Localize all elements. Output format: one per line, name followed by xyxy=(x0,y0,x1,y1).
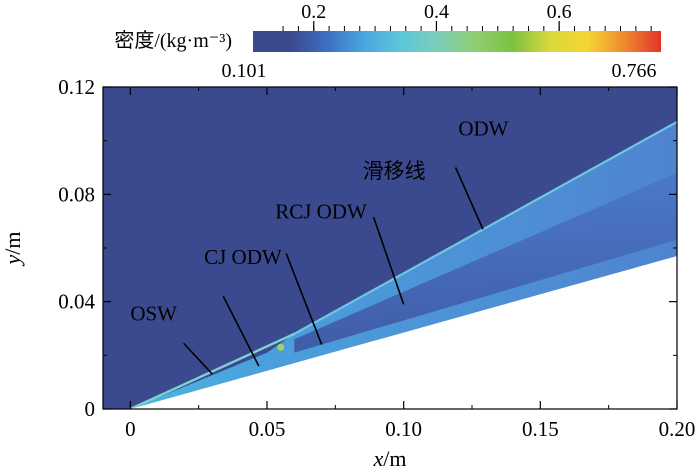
x-tick-label: 0 xyxy=(125,417,136,441)
y-tick-label: 0.12 xyxy=(58,75,95,99)
colorbar-label: 密度/(kg·m⁻³) xyxy=(114,29,232,52)
colorbar-max-label: 0.766 xyxy=(612,60,657,82)
colorbar-tick-label: 0.6 xyxy=(547,1,572,23)
x-axis-var: x xyxy=(373,446,384,470)
annotation-label: 滑移线 xyxy=(363,159,426,183)
annotation-leader-line xyxy=(183,342,213,375)
plot-area xyxy=(102,86,678,411)
wedge-surface-region xyxy=(130,256,678,409)
annotation-label: OSW xyxy=(130,301,177,325)
annotation-leader-line xyxy=(454,167,484,230)
y-tick-label: 0.08 xyxy=(58,182,95,206)
cj-transition-spot xyxy=(277,343,285,351)
y-tick-label: 0.04 xyxy=(58,290,95,314)
colorbar-min-label: 0.101 xyxy=(222,60,267,82)
axes: 0 0.05 0.10 0.15 0.20 0 0.04 0.08 0.12 xyxy=(58,75,695,441)
annotation-leader-line xyxy=(372,216,405,305)
annotation-leader-line xyxy=(222,295,260,367)
y-axis-title: y/m xyxy=(0,232,25,267)
annotation-leader-line xyxy=(285,253,323,345)
annotation-label: RCJ ODW xyxy=(275,199,367,223)
annotation-label: CJ ODW xyxy=(204,245,282,269)
wave-front-line xyxy=(293,120,678,335)
x-axis-unit: /m xyxy=(383,446,406,470)
colorbar: 0.2 0.4 0.6 密度/(kg·m⁻³) 0.101 0.766 xyxy=(114,1,661,82)
colorbar-tick-label: 0.4 xyxy=(424,1,449,23)
x-tick-label: 0.10 xyxy=(385,417,422,441)
x-tick-label: 0.05 xyxy=(249,417,286,441)
post-detonation-region xyxy=(294,172,677,353)
y-axis-unit: /m xyxy=(0,232,25,255)
y-axis-var: y xyxy=(0,255,25,267)
oblique-shock-line xyxy=(129,332,295,411)
colorbar-gradient xyxy=(253,31,661,52)
x-tick-label: 0.15 xyxy=(522,417,559,441)
y-tick-label: 0 xyxy=(85,397,96,421)
annotations: OSW CJ ODW RCJ ODW 滑移线 ODW xyxy=(130,116,509,375)
annotation-label: ODW xyxy=(458,116,508,140)
x-tick-label: 0.20 xyxy=(659,417,696,441)
colorbar-tick-label: 0.2 xyxy=(301,1,326,23)
x-axis-title: x/m xyxy=(373,446,407,470)
